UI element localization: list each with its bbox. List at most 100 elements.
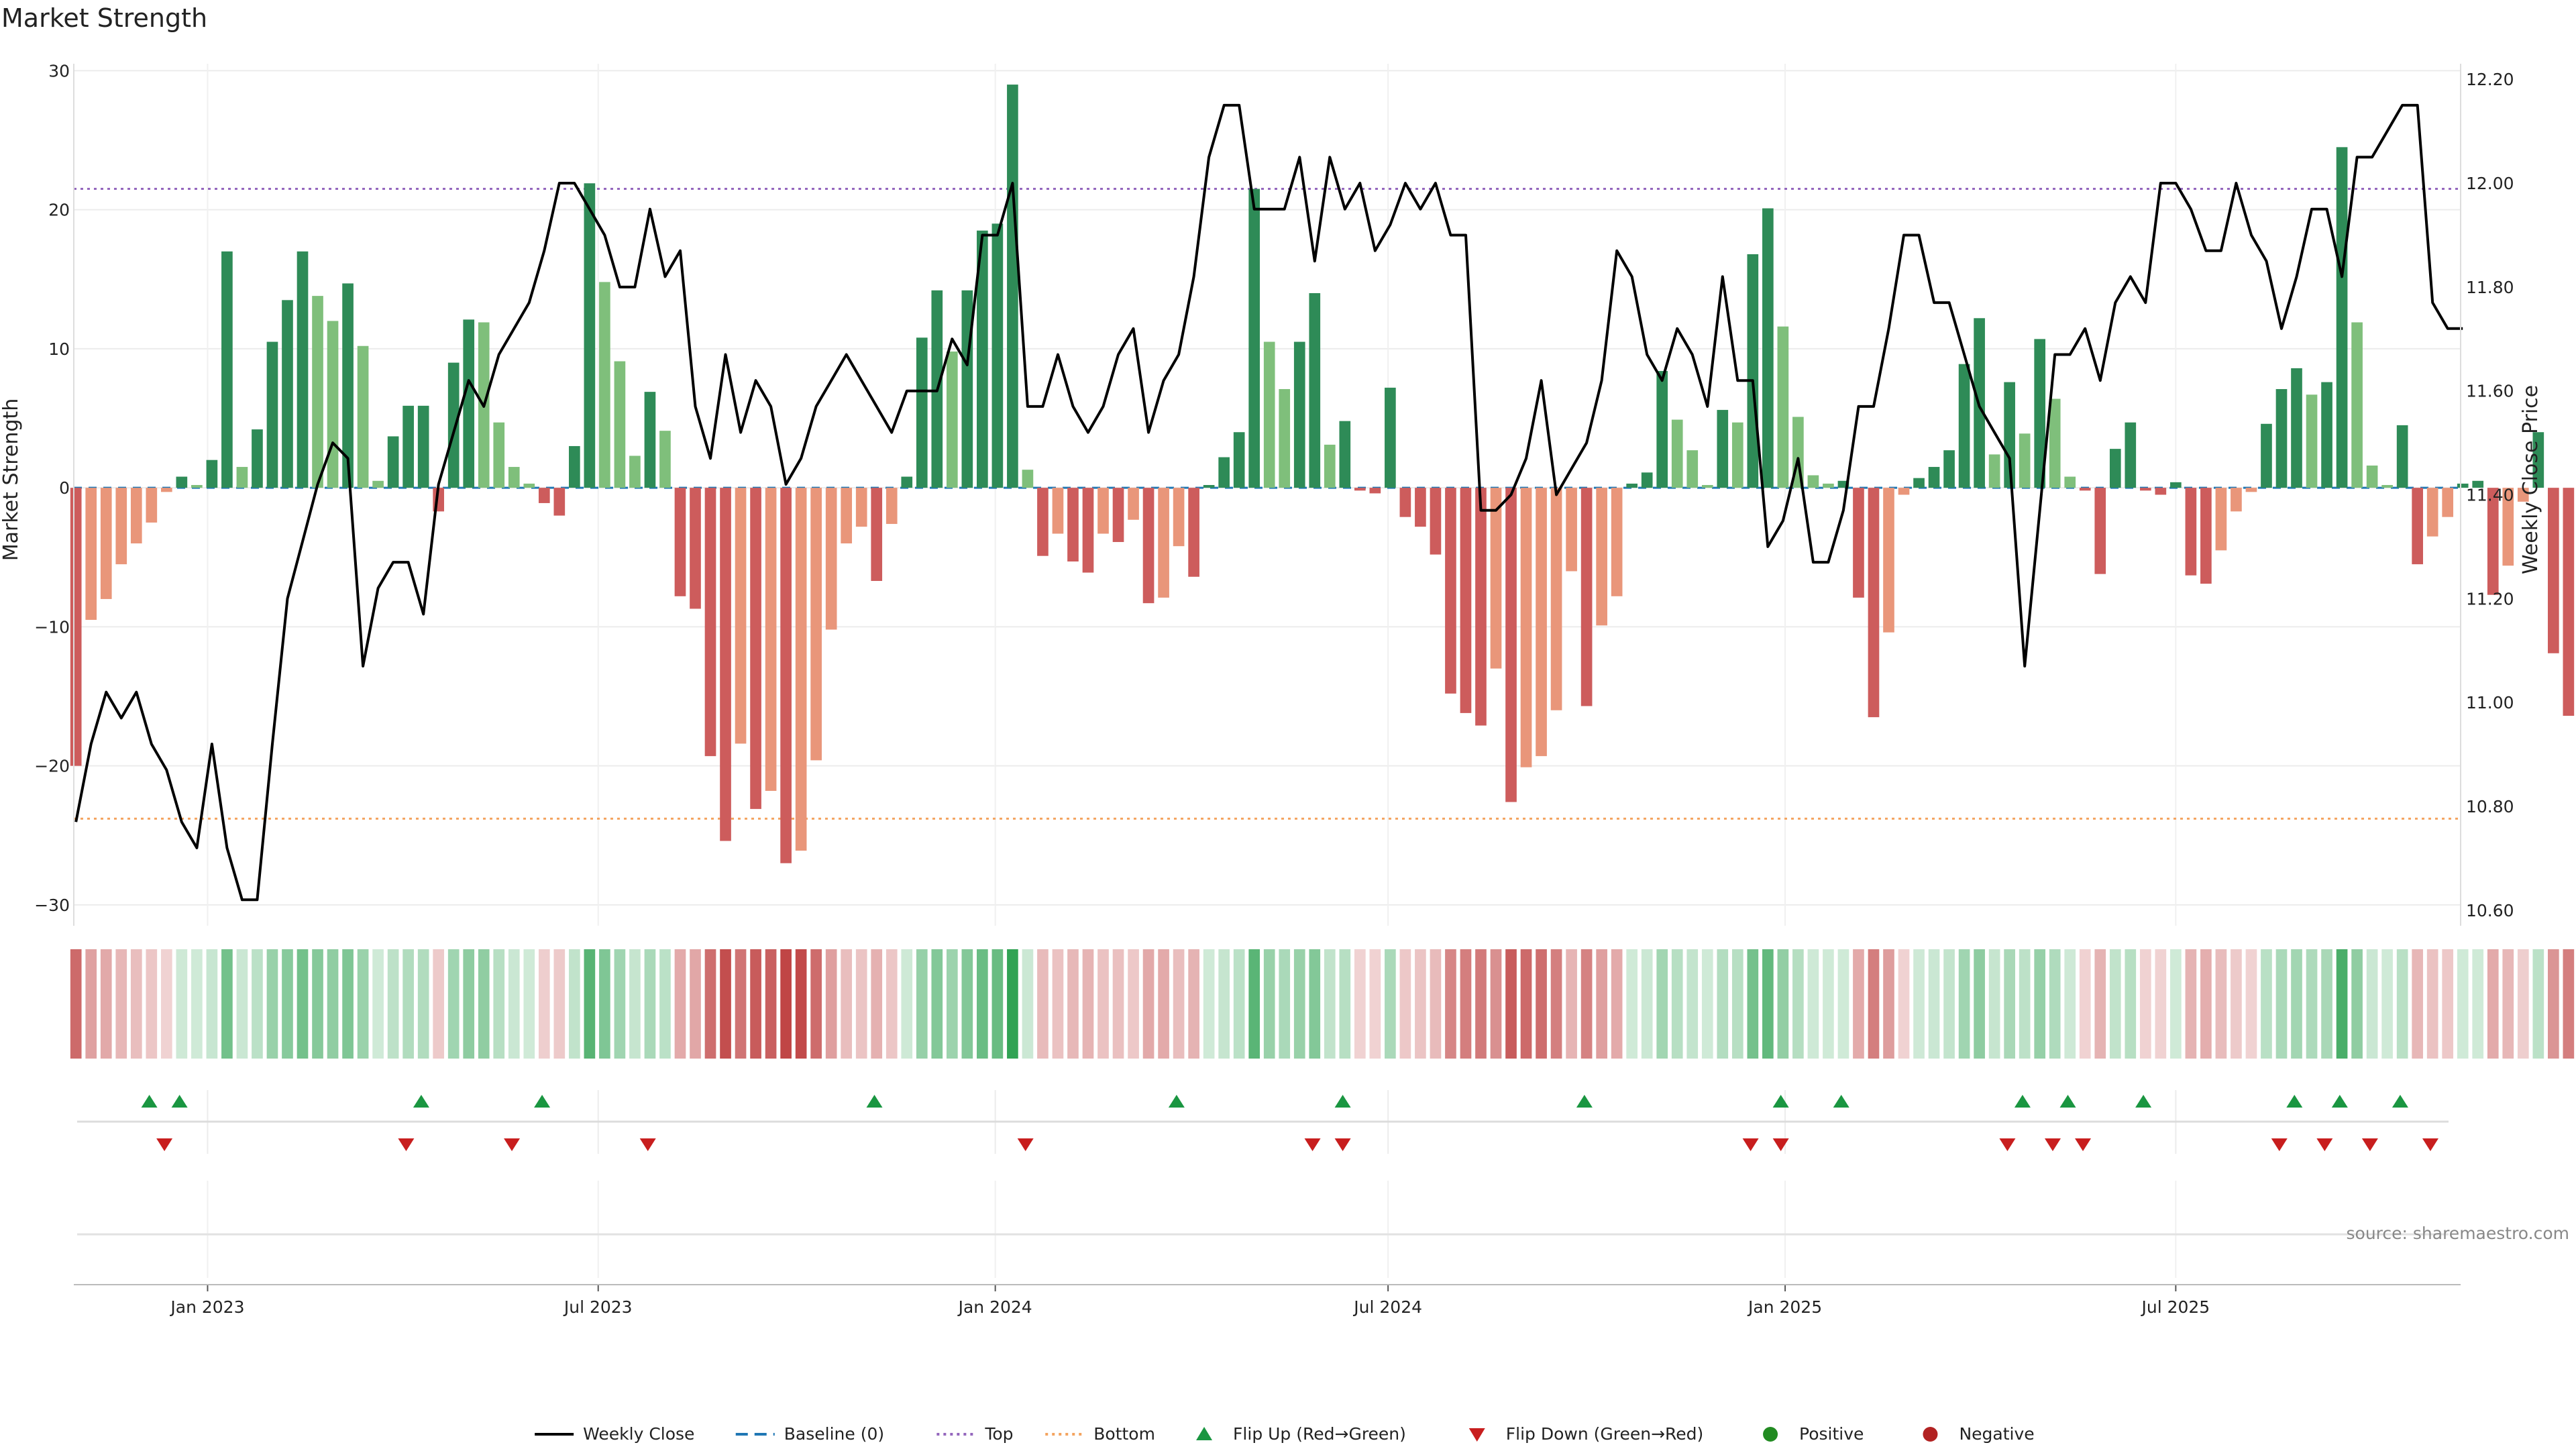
heat-cell	[433, 949, 445, 1059]
strength-bar	[2139, 488, 2151, 491]
flip-up-marker	[866, 1095, 883, 1108]
heat-cell	[1203, 949, 1215, 1059]
strength-bar	[2245, 488, 2257, 492]
strength-bar	[2351, 322, 2363, 488]
heat-cell	[387, 949, 399, 1059]
strength-bar	[674, 488, 686, 596]
strength-bar	[1943, 450, 1955, 488]
heat-cell	[916, 949, 928, 1059]
heat-cell	[1173, 949, 1185, 1059]
strength-bar	[1339, 421, 1351, 488]
heat-cell	[130, 949, 142, 1059]
heat-cell	[538, 949, 550, 1059]
strength-bar	[584, 183, 596, 488]
strength-bar	[160, 488, 172, 492]
strength-bar	[1641, 472, 1653, 488]
strength-bar	[2155, 488, 2167, 495]
strength-bar	[1490, 488, 1502, 669]
right-tick-label: 11.00	[2466, 693, 2514, 712]
heat-cell	[614, 949, 626, 1059]
strength-bar	[447, 362, 460, 488]
heat-cell	[553, 949, 566, 1059]
x-tick-label: Jan 2023	[169, 1297, 244, 1317]
flip-up-marker	[141, 1095, 158, 1108]
strength-bar	[1550, 488, 1562, 710]
heat-cell	[2261, 949, 2272, 1059]
heat-cell	[2049, 949, 2061, 1059]
heat-cell	[1837, 949, 1849, 1059]
heat-cell	[417, 949, 429, 1059]
flip-down-marker	[2075, 1138, 2092, 1151]
strength-bar	[417, 405, 429, 488]
strength-bar	[463, 319, 475, 488]
strength-bar	[2079, 488, 2091, 491]
heat-cell	[1158, 949, 1169, 1059]
flip-up-marker	[413, 1095, 429, 1108]
flip-down-marker	[156, 1138, 173, 1151]
heat-cell	[750, 949, 761, 1059]
heat-cell	[720, 949, 731, 1059]
heat-cell	[1958, 949, 1970, 1059]
strength-bar	[1369, 488, 1381, 494]
heat-cell	[221, 949, 233, 1059]
flip-up-marker	[534, 1095, 551, 1108]
x-tick-label: Jan 2024	[957, 1297, 1032, 1317]
heat-cell	[1007, 949, 1018, 1059]
heat-cell	[2321, 949, 2332, 1059]
right-tick-label: 11.40	[2466, 486, 2514, 505]
strength-bar	[1913, 478, 1925, 488]
strength-bar	[2291, 368, 2302, 488]
strength-bar	[1807, 475, 1819, 488]
legend-symbol-circle	[1923, 1427, 1938, 1442]
heat-cell	[901, 949, 913, 1059]
strength-bar	[2275, 388, 2288, 488]
heat-cell	[1415, 949, 1426, 1059]
strength-bar	[402, 405, 414, 488]
strength-bar	[780, 488, 792, 863]
strength-bar	[2306, 394, 2318, 488]
heat-cell	[1928, 949, 1940, 1059]
reference-lines	[74, 188, 2461, 820]
heat-cell	[1112, 949, 1124, 1059]
weekly-close-line	[74, 103, 2463, 902]
heat-cell	[2034, 949, 2046, 1059]
strength-bar	[1883, 488, 1894, 633]
strength-bar	[2125, 422, 2137, 488]
heat-cell	[2079, 949, 2091, 1059]
strength-bar	[1596, 488, 1607, 626]
flip-down-marker	[639, 1138, 656, 1151]
strength-bar	[1022, 470, 1034, 488]
strength-bar	[720, 488, 731, 841]
strength-bar	[1853, 488, 1864, 598]
heat-cell	[855, 949, 867, 1059]
strength-bar	[2094, 488, 2106, 574]
strength-bar	[2336, 147, 2348, 488]
left-tick-label: −10	[34, 617, 70, 637]
strength-bar	[2215, 488, 2227, 551]
strength-bar	[493, 422, 505, 488]
chart-title: Market Strength	[1, 3, 207, 33]
heat-cell	[297, 949, 309, 1059]
strength-bar	[644, 392, 656, 488]
strength-bar	[599, 282, 610, 488]
strength-bar	[690, 488, 701, 609]
strength-bar	[1324, 444, 1336, 488]
heat-cell	[1580, 949, 1593, 1059]
strength-bar	[342, 283, 354, 488]
flip-down-marker	[1334, 1138, 1351, 1151]
strength-bar	[2064, 476, 2076, 488]
right-tick-label: 11.20	[2466, 589, 2514, 608]
heat-cell	[1974, 949, 1985, 1059]
strength-bar	[1747, 254, 1759, 488]
strength-bar	[206, 460, 218, 488]
heat-cell	[1067, 949, 1079, 1059]
legend-label: Top	[984, 1424, 1013, 1444]
strength-bar	[372, 480, 384, 488]
strength-bar	[1701, 484, 1713, 488]
heat-cell	[2487, 949, 2499, 1059]
heat-cell	[1520, 949, 1532, 1059]
heat-cell	[2245, 949, 2257, 1059]
flip-down-marker	[2044, 1138, 2061, 1151]
heat-cell	[1913, 949, 1925, 1059]
strength-bar	[2231, 488, 2242, 512]
